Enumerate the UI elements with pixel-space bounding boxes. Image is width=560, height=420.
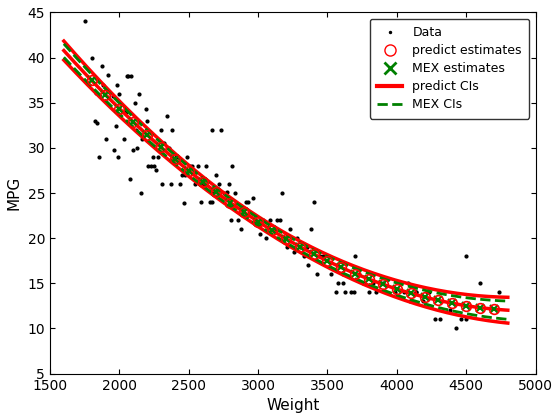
Y-axis label: MPG: MPG: [7, 176, 22, 210]
X-axis label: Weight: Weight: [266, 398, 319, 413]
Legend: Data, predict estimates, MEX estimates, predict CIs, MEX CIs: Data, predict estimates, MEX estimates, …: [370, 19, 529, 119]
